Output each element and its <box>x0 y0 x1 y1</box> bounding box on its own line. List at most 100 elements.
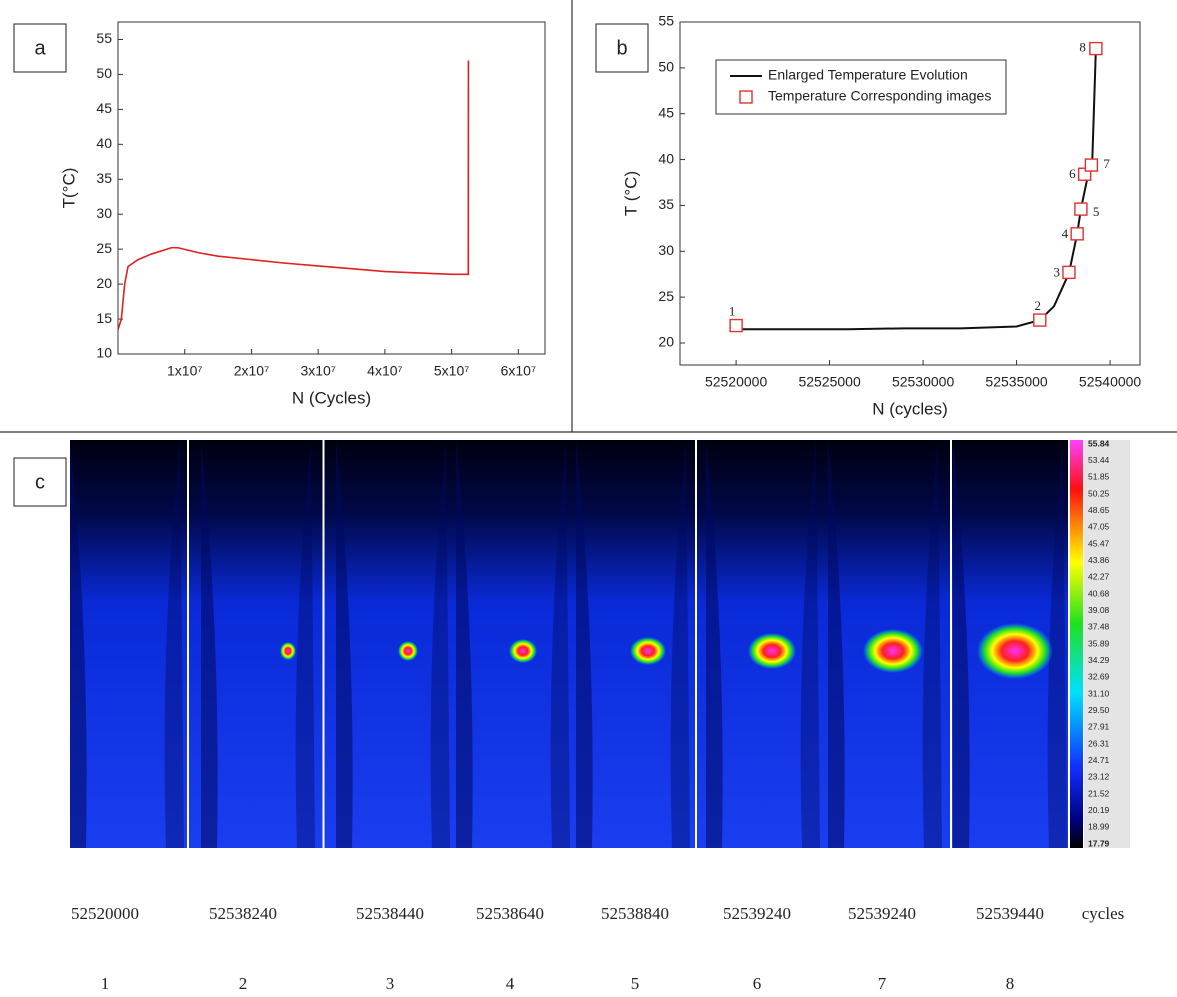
image-number: 3 <box>386 974 395 993</box>
colorbar-label: 23.12 <box>1088 772 1110 782</box>
panel-label-box <box>13 457 67 507</box>
image-number: 8 <box>1006 974 1015 993</box>
colorbar-label: 27.91 <box>1088 722 1110 732</box>
cycle-label: 52538840 <box>601 904 669 923</box>
point-label: 5 <box>1093 204 1100 219</box>
image-number: 1 <box>101 974 110 993</box>
cycle-label: 52538440 <box>356 904 424 923</box>
colorbar-label: 24.71 <box>1088 755 1110 765</box>
colorbar-label: 47.05 <box>1088 522 1110 532</box>
plot-frame <box>117 21 546 355</box>
specimen-edge <box>430 440 450 848</box>
hotspot <box>977 623 1053 679</box>
y-axis-label: T (°C) <box>621 171 640 216</box>
colorbar-label: 45.47 <box>1088 538 1110 548</box>
y-tick-label: 30 <box>96 205 112 221</box>
legend-label: Enlarged Temperature Evolution <box>768 67 968 83</box>
y-tick-label: 50 <box>658 59 674 75</box>
y-tick-label: 45 <box>96 100 112 116</box>
x-tick-label: 52530000 <box>892 374 955 390</box>
specimen-edge <box>800 440 820 848</box>
colorbar-label: 35.89 <box>1088 638 1110 648</box>
x-tick-label: 6x10⁷ <box>501 363 536 379</box>
specimen-edge <box>1047 440 1067 848</box>
point-label: 1 <box>729 304 736 319</box>
thermal-images <box>70 440 1068 848</box>
point-label: 6 <box>1069 166 1076 181</box>
hotspot <box>280 642 296 660</box>
colorbar-label: 48.65 <box>1088 505 1110 515</box>
y-tick-label: 35 <box>96 170 112 186</box>
legend-box <box>715 59 1007 115</box>
legend-label: Temperature Corresponding images <box>768 88 991 104</box>
specimen-edge <box>456 440 473 848</box>
cycle-label: 52539240 <box>848 904 916 923</box>
specimen-edge <box>828 440 845 848</box>
colorbar-label: 55.84 <box>1088 438 1110 448</box>
y-axis-label: T(°C) <box>59 168 78 209</box>
colorbar-label: 39.08 <box>1088 605 1110 615</box>
x-tick-label: 5x10⁷ <box>434 363 469 379</box>
image-number: 4 <box>506 974 515 993</box>
point-label: 7 <box>1103 156 1110 171</box>
panel-label: c <box>35 471 45 493</box>
thermal-image <box>70 440 187 848</box>
y-tick-label: 50 <box>96 65 112 81</box>
x-tick-label: 52540000 <box>1079 374 1142 390</box>
y-tick-label: 15 <box>96 310 112 326</box>
x-tick-label: 4x10⁷ <box>367 363 402 379</box>
cycle-label: 52520000 <box>71 904 139 923</box>
y-tick-label: 20 <box>96 275 112 291</box>
marker <box>1062 265 1076 280</box>
panel-label: b <box>616 37 627 59</box>
marker <box>1033 313 1047 327</box>
x-tick-label: 3x10⁷ <box>300 363 335 379</box>
x-tick-label: 52520000 <box>705 374 768 390</box>
panel-label-box <box>595 23 649 73</box>
y-tick-label: 40 <box>96 135 112 151</box>
specimen-edge <box>550 440 570 848</box>
panel-label: a <box>34 37 46 59</box>
cycle-label: 52539440 <box>976 904 1044 923</box>
point-label: 4 <box>1062 226 1069 241</box>
colorbar-label: 20.19 <box>1088 805 1110 815</box>
cycle-label: 52539240 <box>723 904 791 923</box>
colorbar-label: 51.85 <box>1088 472 1110 482</box>
colorbar-label: 31.10 <box>1088 688 1110 698</box>
y-tick-label: 25 <box>96 240 112 256</box>
image-number: 7 <box>878 974 887 993</box>
specimen-edge <box>953 440 970 848</box>
x-axis-label: N (cycles) <box>872 399 948 418</box>
colorbar-label: 32.69 <box>1088 672 1110 682</box>
hotspot <box>398 641 418 661</box>
colorbar-label: 37.48 <box>1088 622 1110 632</box>
hotspot <box>863 629 923 673</box>
specimen-edge <box>922 440 942 848</box>
marker <box>1084 158 1099 172</box>
x-tick-label: 52525000 <box>798 374 861 390</box>
colorbar-label: 53.44 <box>1088 455 1110 465</box>
colorbar-label: 50.25 <box>1088 488 1110 498</box>
panel-label-box <box>13 23 67 73</box>
cycle-label: 52538240 <box>209 904 277 923</box>
point-label: 8 <box>1079 40 1086 55</box>
colorbar-label: 40.68 <box>1088 588 1110 598</box>
hotspot <box>748 633 796 669</box>
specimen-edge <box>576 440 593 848</box>
colorbar-label-bg <box>1084 440 1130 848</box>
legend-marker <box>739 90 753 104</box>
specimen-edge <box>670 440 690 848</box>
y-tick-label: 35 <box>658 196 674 212</box>
hotspot <box>509 639 537 663</box>
colorbar-label: 34.29 <box>1088 655 1110 665</box>
colorbar-label: 21.52 <box>1088 788 1110 798</box>
plot-frame <box>679 21 1141 366</box>
y-tick-label: 20 <box>658 334 674 350</box>
colorbar-label: 18.99 <box>1088 822 1110 832</box>
y-tick-label: 55 <box>658 13 674 29</box>
y-tick-label: 10 <box>96 345 112 361</box>
image-number: 5 <box>631 974 640 993</box>
colorbar-label: 43.86 <box>1088 555 1110 565</box>
x-tick-label: 1x10⁷ <box>167 363 202 379</box>
specimen-edge <box>295 440 315 848</box>
